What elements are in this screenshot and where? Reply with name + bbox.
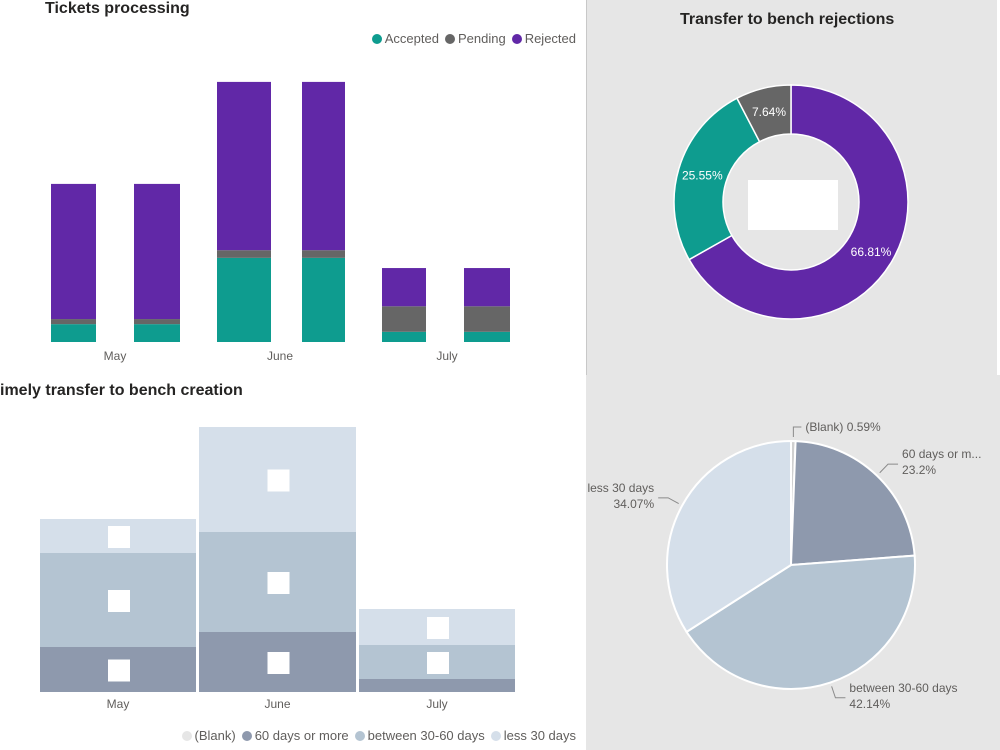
data-label-box	[267, 469, 290, 492]
bar-rejected-may-2[interactable]	[134, 183, 180, 320]
x-tick-label: June	[264, 697, 290, 711]
pie-data-label: (Blank) 0.59%	[805, 420, 881, 434]
legend-dot	[444, 33, 455, 44]
donut-center-box	[748, 180, 838, 230]
pie-slice-60-days-or-m[interactable]	[789, 440, 916, 567]
legend-item-accepted[interactable]: Accepted	[371, 31, 439, 46]
legend-dot	[241, 730, 252, 741]
legend-label: less 30 days	[503, 728, 576, 743]
legend-item-less-30-days[interactable]: less 30 days	[490, 728, 576, 743]
panel-edge	[997, 0, 1000, 375]
pie-category-label: 60 days or m...	[902, 447, 981, 461]
tickets-processing-panel: Tickets processing Accepted Pending Reject…	[0, 0, 586, 375]
donut-slice-25-55[interactable]	[673, 97, 761, 261]
bar-rejected-june-2[interactable]	[302, 81, 345, 251]
donut-data-label: 7.64%	[752, 105, 786, 119]
bench-rejections-donut: 66.81% 25.55% 7.64%	[673, 84, 909, 320]
legend-dot	[371, 33, 382, 44]
bar-accepted-july-1[interactable]	[382, 331, 426, 342]
pie-category-label: between 30-60 days	[849, 681, 957, 695]
pie-percent-label: 34.07%	[613, 497, 654, 511]
bar-rejected-july-2[interactable]	[464, 268, 510, 307]
pie-slice-between-30-60-days[interactable]	[685, 554, 916, 690]
bar-pending-july-2[interactable]	[464, 306, 510, 332]
legend-label: Pending	[457, 31, 506, 46]
legend-timely: (Blank) 60 days or more between 30-60 days…	[176, 728, 576, 743]
pie-leader-line	[792, 426, 802, 438]
panel-divider	[586, 0, 587, 375]
pie-leader-line	[879, 463, 899, 474]
pie-slice-less-30-days[interactable]	[666, 439, 792, 634]
bar-accepted-june-2[interactable]	[302, 257, 345, 342]
legend-label: Accepted	[384, 31, 439, 46]
x-tick-label: July	[436, 349, 457, 363]
pie-percent-label: 23.2%	[902, 463, 936, 477]
legend-dot	[354, 730, 365, 741]
legend-item-rejected[interactable]: Rejected	[511, 31, 576, 46]
legend-item-between-30-60-days[interactable]: between 30-60 days	[354, 728, 485, 743]
x-tick-label: May	[107, 697, 130, 711]
legend-tickets: Accepted Pending Rejected	[366, 31, 576, 46]
bench-rejections-panel: Transfer to bench rejections 66.81% 25.55…	[586, 0, 1000, 375]
legend-item-blank[interactable]: (Blank)	[181, 728, 236, 743]
bar-60-days-or-more-july[interactable]	[359, 679, 515, 692]
data-label-box	[427, 652, 449, 674]
chart-title-bench-rejections: Transfer to bench rejections	[680, 11, 895, 28]
donut-slice-66-81[interactable]	[688, 84, 909, 320]
x-tick-label: June	[267, 349, 293, 363]
bar-rejected-may-1[interactable]	[51, 183, 96, 320]
legend-label: (Blank)	[194, 728, 236, 743]
bar-rejected-july-1[interactable]	[382, 268, 426, 307]
pie-percent-label: 42.14%	[849, 697, 890, 711]
tickets-bar-chart: May June July	[51, 81, 510, 363]
data-label-box	[427, 617, 449, 639]
legend-label: Rejected	[524, 31, 576, 46]
data-label-box	[267, 572, 290, 594]
donut-data-label: 66.81%	[851, 245, 892, 259]
x-tick-label: May	[104, 349, 127, 363]
legend-label: 60 days or more	[254, 728, 349, 743]
bar-pending-may-1[interactable]	[51, 319, 96, 325]
legend-dot	[181, 730, 192, 741]
bar-rejected-june-1[interactable]	[217, 81, 271, 251]
legend-label: between 30-60 days	[367, 728, 485, 743]
pie-leader-line	[658, 497, 679, 505]
bar-accepted-june-1[interactable]	[217, 257, 271, 342]
legend-dot	[511, 33, 522, 44]
data-label-box	[267, 652, 290, 674]
donut-slice-7-64[interactable]	[735, 84, 792, 143]
bar-accepted-july-2[interactable]	[464, 331, 510, 342]
timely-bar-chart: May June July	[40, 427, 515, 711]
donut-data-label: 25.55%	[682, 169, 723, 183]
legend-item-pending[interactable]: Pending	[444, 31, 506, 46]
legend-dot	[490, 730, 501, 741]
creation-pie-chart: (Blank) 0.59% 60 days or m... 23.2% between…	[587, 420, 981, 711]
creation-pie-panel: (Blank) 0.59% 60 days or m... 23.2% between…	[586, 375, 1000, 750]
bar-pending-july-1[interactable]	[382, 306, 426, 332]
bar-pending-may-2[interactable]	[134, 319, 180, 325]
bar-accepted-may-1[interactable]	[51, 324, 96, 342]
data-label-box	[108, 659, 130, 682]
data-label-box	[108, 526, 130, 548]
timely-transfer-panel: imely transfer to bench creation (Blank)…	[0, 375, 586, 750]
bar-pending-june-2[interactable]	[302, 250, 345, 258]
pie-leader-line	[831, 686, 846, 699]
data-label-box	[108, 590, 130, 612]
chart-title-timely: imely transfer to bench creation	[0, 382, 243, 399]
pie-category-label: less 30 days	[587, 481, 654, 495]
x-tick-label: July	[426, 697, 447, 711]
chart-title-tickets: Tickets processing	[45, 0, 190, 17]
bar-accepted-may-2[interactable]	[134, 324, 180, 342]
bar-pending-june-1[interactable]	[217, 250, 271, 258]
legend-item-60-days-or-more[interactable]: 60 days or more	[241, 728, 349, 743]
